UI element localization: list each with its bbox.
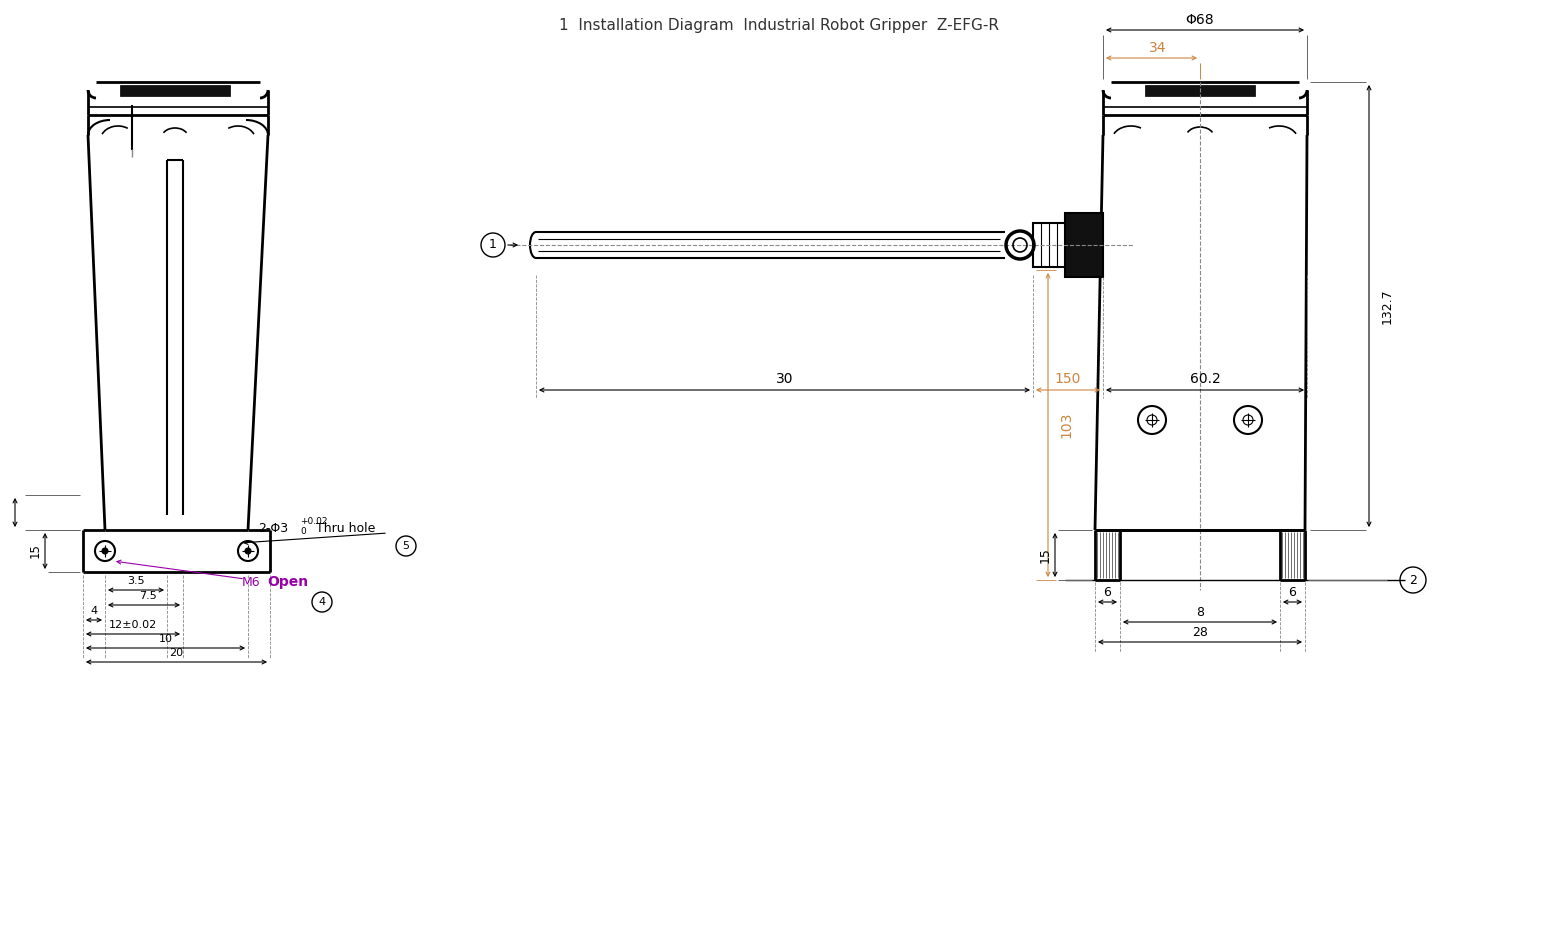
Text: 2: 2 xyxy=(1408,573,1416,587)
Bar xyxy=(1033,223,1066,267)
Text: Open: Open xyxy=(266,575,308,589)
Text: 4: 4 xyxy=(318,597,326,607)
Text: 0: 0 xyxy=(301,527,305,535)
Text: 103: 103 xyxy=(1059,412,1073,438)
Text: Thru hole: Thru hole xyxy=(316,521,375,534)
Text: 30: 30 xyxy=(776,372,793,386)
Text: 60.2: 60.2 xyxy=(1190,372,1220,386)
Text: M6: M6 xyxy=(241,575,260,588)
Text: 1  Installation Diagram  Industrial Robot Gripper  Z-EFG-R: 1 Installation Diagram Industrial Robot … xyxy=(559,18,999,33)
Text: 4: 4 xyxy=(90,606,98,616)
Text: 1: 1 xyxy=(489,238,497,251)
Bar xyxy=(120,85,231,96)
Bar xyxy=(1066,213,1103,277)
Text: +0.02: +0.02 xyxy=(301,517,327,527)
Text: 3.5: 3.5 xyxy=(128,576,145,586)
Text: 15: 15 xyxy=(28,544,42,559)
Text: 15: 15 xyxy=(1039,547,1052,563)
Text: 7.5: 7.5 xyxy=(139,591,157,601)
Circle shape xyxy=(245,548,251,554)
Text: 8: 8 xyxy=(1197,606,1204,619)
Text: 20: 20 xyxy=(170,648,184,658)
Text: 34: 34 xyxy=(1150,41,1167,55)
Text: 12±0.02: 12±0.02 xyxy=(109,620,157,630)
Text: 8±0.02: 8±0.02 xyxy=(0,491,3,534)
Bar xyxy=(1145,85,1256,96)
Text: 6: 6 xyxy=(1103,587,1111,600)
Text: 6: 6 xyxy=(1288,587,1296,600)
Text: 2-Φ3: 2-Φ3 xyxy=(259,521,288,534)
Text: 5: 5 xyxy=(402,541,410,551)
Text: 150: 150 xyxy=(1055,372,1081,386)
Text: Φ68: Φ68 xyxy=(1186,13,1214,27)
Text: 10: 10 xyxy=(159,634,173,644)
Circle shape xyxy=(101,548,108,554)
Text: 28: 28 xyxy=(1192,627,1207,640)
Text: 132.7: 132.7 xyxy=(1380,289,1393,324)
